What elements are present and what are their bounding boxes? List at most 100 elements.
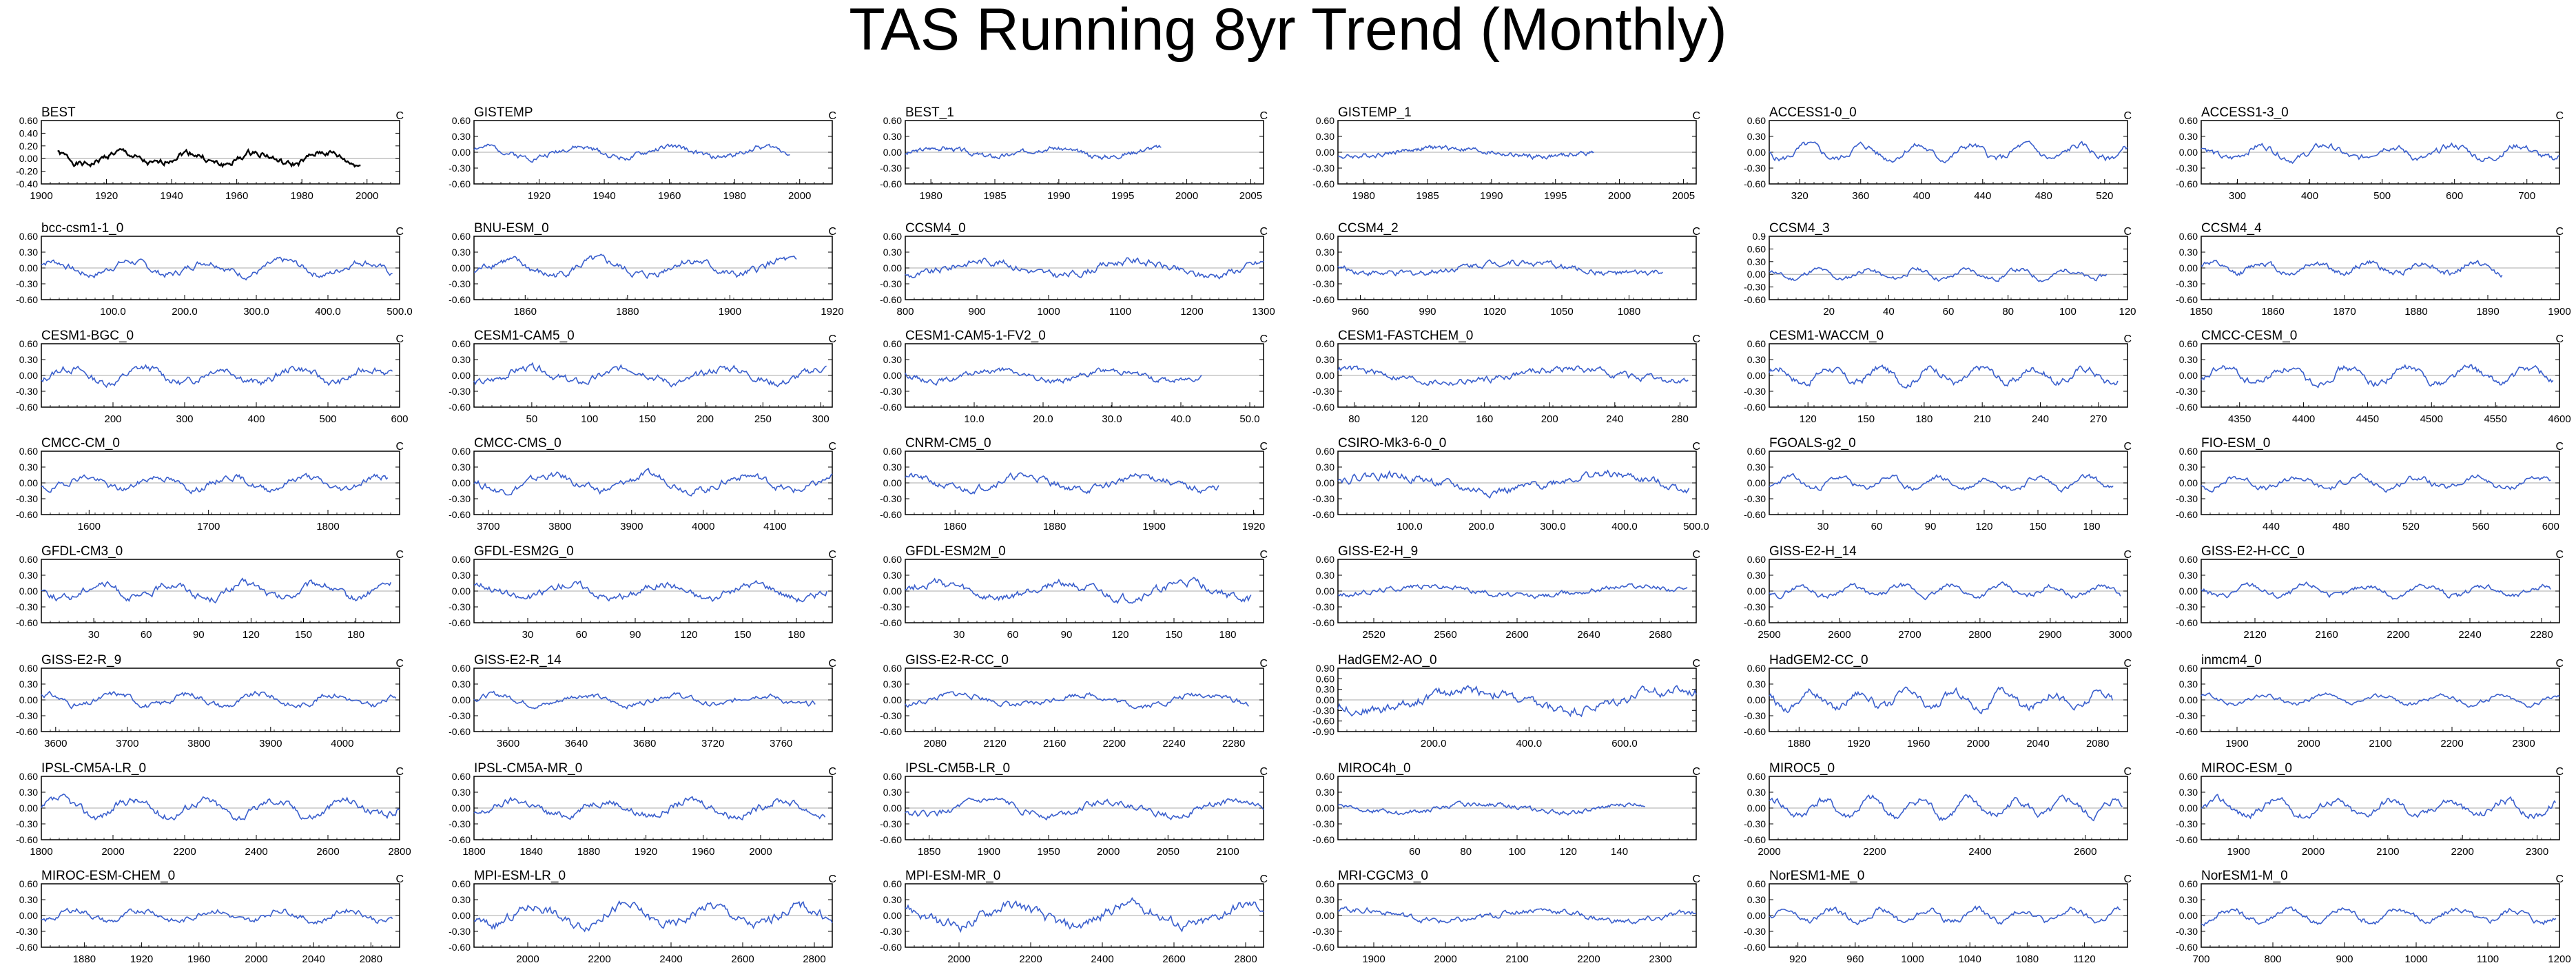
x-tick-label: 1920 <box>130 953 153 965</box>
y-tick-label: -0.30 <box>1744 601 1766 612</box>
x-tick-label: 500 <box>319 413 336 425</box>
panel: CSIRO-Mk3-6-0_0 C 0.60 0.30 0.00 -0.30 -0.60 10… <box>1312 436 1709 532</box>
panel: GISS-E2-R_9 C 0.60 0.30 0.00 -0.30 -0.60 3600 37… <box>16 653 404 749</box>
x-tick-label: 2600 <box>1162 953 1185 965</box>
x-tick-label: 2900 <box>2039 629 2061 641</box>
y-tick-label: -0.60 <box>1312 402 1335 413</box>
x-tick-label: 30 <box>522 629 534 641</box>
y-tick-label: -0.30 <box>1312 386 1335 397</box>
series-line <box>41 690 397 710</box>
x-tick-label: 1960 <box>658 190 681 202</box>
x-tick-label: 700 <box>2192 953 2209 965</box>
x-tick-label: 120 <box>680 629 697 641</box>
y-tick-label: 0.60 <box>883 771 902 782</box>
x-tick-label: 60 <box>1409 846 1421 858</box>
series-line <box>2201 142 2560 165</box>
units-label: C <box>2555 441 2564 453</box>
y-tick-label: 0.30 <box>2179 894 2198 905</box>
y-tick-label: 0.30 <box>19 894 38 905</box>
panel: ACCESS1-3_0 C 0.60 0.30 0.00 -0.30 -0.60 300 400… <box>2176 105 2564 202</box>
panel-title: GFDL-CM3_0 <box>41 544 123 559</box>
units-label: C <box>2123 333 2132 345</box>
y-tick-label: 0.30 <box>1747 131 1766 142</box>
series-line <box>1769 686 2114 714</box>
y-tick-label: 0.00 <box>2179 803 2198 814</box>
x-tick-label: 800 <box>896 306 914 318</box>
x-tick-label: 2500 <box>1758 629 1780 641</box>
y-tick-label: -0.60 <box>16 834 38 845</box>
panel: IPSL-CM5B-LR_0 C 0.60 0.30 0.00 -0.30 -0.60 185… <box>880 761 1268 858</box>
x-tick-label: 320 <box>1791 190 1809 202</box>
units-label: C <box>2123 226 2132 238</box>
series-line <box>1337 259 1663 277</box>
x-tick-label: 3700 <box>477 521 499 532</box>
y-tick-label: -0.30 <box>16 493 38 504</box>
x-tick-label: 2200 <box>1019 953 1042 965</box>
y-tick-label: 0.60 <box>883 446 902 457</box>
units-label: C <box>1692 333 1700 345</box>
x-tick-label: 1900 <box>2548 306 2570 318</box>
y-tick-label: 0.00 <box>19 477 38 488</box>
x-tick-label: 1300 <box>1252 306 1275 318</box>
y-tick-label: -0.30 <box>880 818 902 829</box>
x-tick-label: 180 <box>1915 413 1933 425</box>
x-tick-label: 200 <box>1541 413 1558 425</box>
y-tick-label: -0.60 <box>880 178 902 189</box>
x-tick-label: 2000 <box>245 953 267 965</box>
x-tick-label: 1100 <box>1109 306 1131 318</box>
panel-title: HadGEM2-AO_0 <box>1338 653 1437 668</box>
y-tick-label: 0.00 <box>1747 586 1766 597</box>
panel-title: GFDL-ESM2G_0 <box>474 544 574 559</box>
x-tick-label: 210 <box>1974 413 1991 425</box>
x-tick-label: 1880 <box>1788 738 1811 749</box>
x-tick-label: 1960 <box>225 190 248 202</box>
x-tick-label: 2120 <box>2243 629 2266 641</box>
series-line <box>1769 905 2121 926</box>
units-label: C <box>2555 333 2564 345</box>
x-tick-label: 2640 <box>1577 629 1600 641</box>
y-tick-label: 0.00 <box>1316 586 1335 597</box>
y-tick-label: 0.00 <box>1747 477 1766 488</box>
units-label: C <box>1259 333 1268 345</box>
y-tick-label: -0.30 <box>880 163 902 174</box>
series-line <box>1769 473 2114 493</box>
y-tick-label: 0.60 <box>19 878 38 889</box>
x-tick-label: 700 <box>2518 190 2535 202</box>
series-line <box>2201 260 2503 278</box>
panel-title: IPSL-CM5A-MR_0 <box>474 761 582 776</box>
x-tick-label: 960 <box>1846 953 1864 965</box>
x-tick-label: 520 <box>2402 521 2420 532</box>
y-tick-label: -0.30 <box>16 601 38 612</box>
x-tick-label: 4500 <box>2420 413 2443 425</box>
x-tick-label: 2680 <box>1649 629 1671 641</box>
series-line <box>473 796 826 821</box>
y-tick-label: -0.60 <box>1312 716 1335 727</box>
x-tick-label: 4350 <box>2228 413 2251 425</box>
y-tick-label: 0.30 <box>19 679 38 690</box>
y-tick-label: -0.30 <box>1312 601 1335 612</box>
series-line <box>473 579 827 603</box>
panel-title: CMCC-CM_0 <box>41 436 120 451</box>
y-tick-label: 0.30 <box>1747 679 1766 690</box>
units-label: C <box>2123 873 2132 885</box>
y-tick-label: -0.30 <box>2176 278 2198 289</box>
y-tick-label: 0.30 <box>883 679 902 690</box>
x-tick-label: 200.0 <box>1421 738 1447 749</box>
panel: HadGEM2-CC_0 C 0.60 0.30 0.00 -0.30 -0.60 1880 1… <box>1744 653 2132 749</box>
y-tick-label: -0.30 <box>1744 926 1766 937</box>
x-tick-label: 1920 <box>528 190 550 202</box>
series-line <box>1769 141 2128 164</box>
y-tick-label: 0.00 <box>452 586 471 597</box>
y-tick-label: -0.30 <box>449 163 471 174</box>
x-tick-label: 1050 <box>1550 306 1573 318</box>
panel-title: GISS-E2-R_9 <box>41 653 121 668</box>
x-tick-label: 2160 <box>1043 738 1066 749</box>
series-line <box>1769 794 2123 822</box>
y-tick-label: 0.00 <box>1316 910 1335 921</box>
x-tick-label: 140 <box>1611 846 1628 858</box>
y-tick-label: -0.60 <box>449 726 471 737</box>
y-tick-label: 0.00 <box>2179 910 2198 921</box>
y-tick-label: 0.30 <box>19 570 38 581</box>
